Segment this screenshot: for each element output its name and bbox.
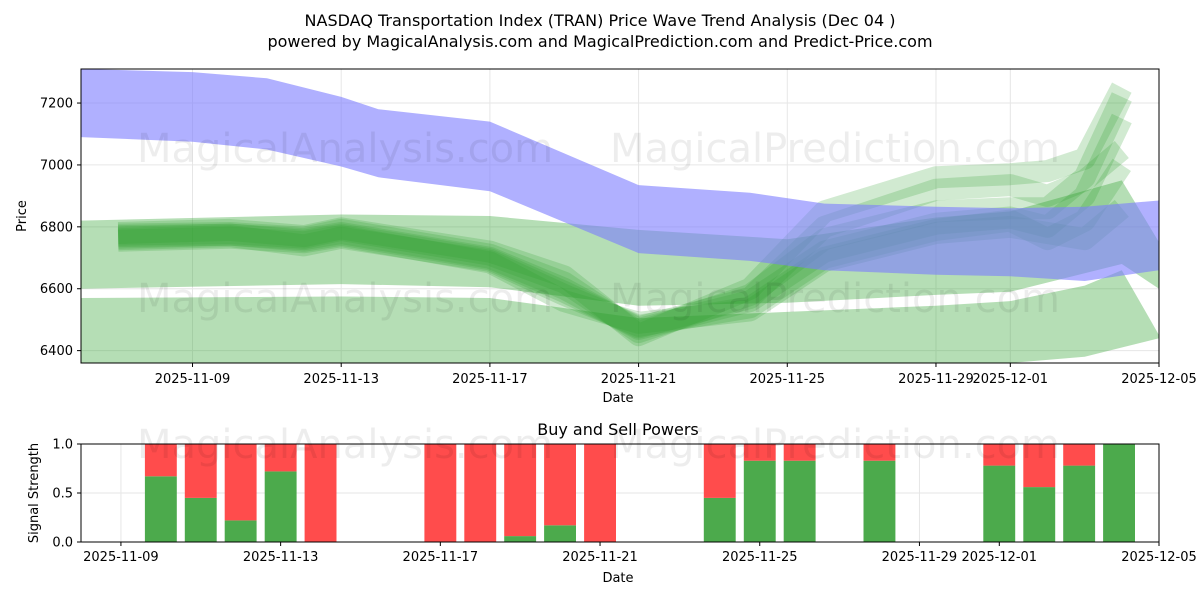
- buy-bar: [743, 460, 776, 542]
- watermark-prediction-top: MagicalPrediction.com: [610, 126, 1060, 172]
- signal-xlabel: Date: [602, 571, 633, 586]
- sell-bar: [1063, 444, 1096, 466]
- sell-bar: [224, 444, 257, 521]
- signal-xtick-label: 2025-11-21: [562, 550, 638, 565]
- price-xtick-label: 2025-11-21: [601, 372, 677, 387]
- signal-ylabel: Signal Strength: [27, 443, 42, 543]
- sell-bar: [504, 444, 537, 537]
- buy-bar: [1063, 465, 1096, 542]
- buy-bar: [504, 536, 537, 542]
- chart-title-line2: powered by MagicalAnalysis.com and Magic…: [267, 32, 932, 51]
- price-xtick-label: 2025-11-17: [452, 372, 528, 387]
- sell-bar: [184, 444, 217, 498]
- signal-xtick-label: 2025-11-13: [243, 550, 319, 565]
- signal-plot: Buy and Sell Powers MagicalAnalysis.com …: [27, 420, 1197, 586]
- price-ylabel: Price: [15, 200, 30, 232]
- band-blue_wave: [81, 69, 1159, 281]
- price-xtick-label: 2025-11-09: [155, 372, 231, 387]
- sell-bar: [304, 444, 337, 542]
- watermark-prediction-mid: MagicalPrediction.com: [610, 276, 1060, 322]
- signal-xtick-label: 2025-11-17: [403, 550, 479, 565]
- sell-bar: [144, 444, 177, 477]
- sell-bar: [783, 444, 816, 461]
- sell-bar: [863, 444, 896, 461]
- watermark-analysis-bottom: MagicalAnalysis.com: [137, 422, 553, 468]
- signal-xtick-label: 2025-11-09: [83, 550, 159, 565]
- buy-bar: [983, 465, 1016, 542]
- green-wave-path: [117, 82, 1132, 347]
- price-ytick-label: 6400: [40, 344, 73, 359]
- sell-bar: [703, 444, 736, 498]
- price-axis-ticks: 2025-11-09 2025-11-13 2025-11-17 2025-11-21…: [40, 97, 1197, 387]
- signal-ytick-label: 0.0: [52, 536, 73, 551]
- sell-bar: [424, 444, 457, 542]
- price-ytick-label: 7200: [40, 97, 73, 112]
- green-wave-path: [117, 141, 1129, 339]
- signal-bars-layer: [144, 444, 1135, 542]
- price-plot-frame: [80, 68, 1160, 364]
- buy-bar: [783, 460, 816, 542]
- watermark-prediction-bottom: MagicalPrediction.com: [610, 422, 1060, 468]
- buy-bar: [144, 476, 177, 542]
- sell-bar: [1023, 444, 1056, 488]
- watermark-analysis-top: MagicalAnalysis.com: [137, 126, 553, 172]
- price-xtick-label: 2025-11-29: [898, 372, 974, 387]
- buy-bar: [224, 520, 257, 542]
- sell-bar: [743, 444, 776, 461]
- band-green_wide_lower: [81, 270, 1159, 363]
- signal-xtick-label: 2025-11-25: [722, 550, 798, 565]
- signal-title: Buy and Sell Powers: [537, 420, 699, 439]
- price-ytick-label: 7000: [40, 158, 73, 173]
- price-xtick-label: 2025-12-01: [973, 372, 1049, 387]
- sell-bar: [584, 444, 616, 542]
- price-xtick-label: 2025-11-13: [303, 372, 379, 387]
- price-xlabel: Date: [602, 391, 633, 406]
- sell-bar: [464, 444, 497, 542]
- buy-bar: [264, 471, 297, 542]
- price-series-layer: [81, 69, 1159, 363]
- price-ytick-label: 6800: [40, 220, 73, 235]
- price-ytick-label: 6600: [40, 282, 73, 297]
- buy-bar: [703, 497, 736, 542]
- signal-xtick-label: 2025-12-05: [1121, 550, 1197, 565]
- chart-title-line1: NASDAQ Transportation Index (TRAN) Price…: [305, 11, 896, 30]
- buy-bar: [184, 497, 217, 542]
- price-xtick-label: 2025-12-05: [1121, 372, 1197, 387]
- watermark-analysis-mid: MagicalAnalysis.com: [137, 276, 553, 322]
- sell-bar: [983, 444, 1016, 466]
- signal-ytick-label: 1.0: [52, 438, 73, 453]
- buy-bar: [863, 460, 896, 542]
- buy-bar: [544, 525, 576, 542]
- buy-bar: [1023, 487, 1056, 542]
- signal-ytick-label: 0.5: [52, 487, 73, 502]
- signal-axis-ticks: 2025-11-09 2025-11-13 2025-11-17 2025-11-21…: [52, 438, 1196, 566]
- sell-bar: [544, 444, 576, 526]
- price-xtick-label: 2025-11-25: [749, 372, 825, 387]
- signal-xtick-label: 2025-12-01: [962, 550, 1038, 565]
- sell-bar: [264, 444, 297, 472]
- signal-xtick-label: 2025-11-29: [882, 550, 958, 565]
- price-plot: MagicalAnalysis.com MagicalPrediction.co…: [15, 68, 1197, 406]
- buy-bar: [1103, 444, 1135, 542]
